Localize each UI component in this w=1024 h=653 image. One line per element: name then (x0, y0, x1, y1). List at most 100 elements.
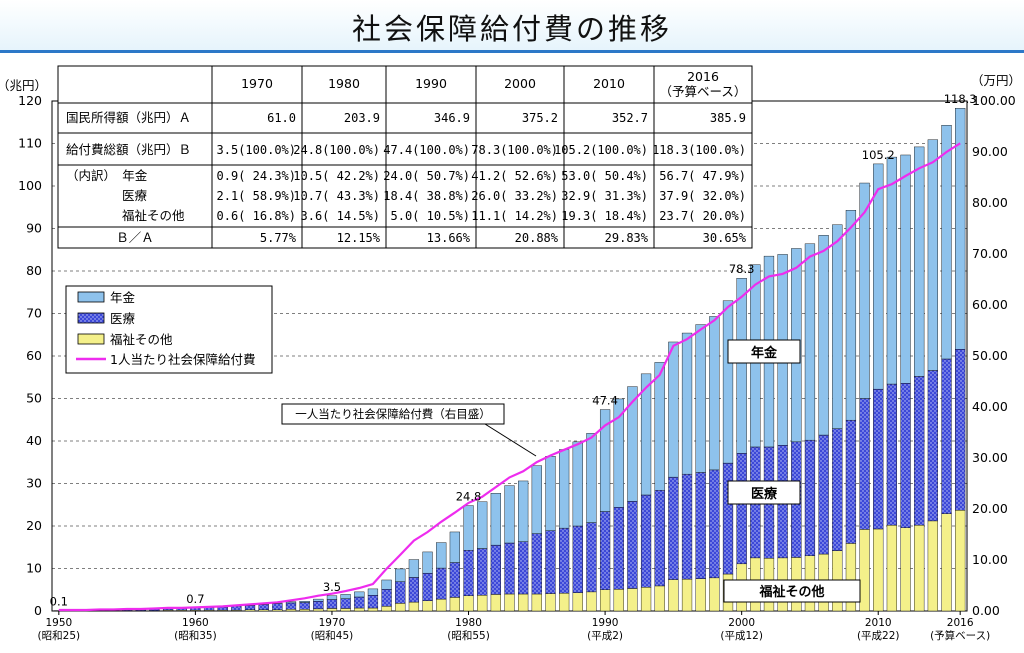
table-row-label: 医療 (122, 188, 148, 203)
bar-welfare (381, 606, 392, 612)
bar-welfare (572, 592, 583, 612)
bar-pension (900, 154, 911, 384)
bar-welfare (955, 510, 966, 612)
bar-pension (955, 108, 966, 350)
bar-medical (859, 398, 870, 530)
x-tick-sublabel: (昭和55) (447, 630, 490, 642)
x-axis-ticks: 1950(昭和25) 1960(昭和35) 1970(昭和45) 1980(昭和55)… (38, 611, 990, 642)
bar-welfare (326, 608, 338, 612)
table-cell: 5.0( 10.5%) (391, 209, 470, 223)
table-cell: 3.5(100.0%) (217, 143, 296, 157)
bar-welfare (545, 593, 556, 612)
bar-pension (818, 235, 829, 436)
table-row-label: Ｂ／Ａ (116, 230, 154, 245)
bar-medical (722, 462, 734, 575)
bar-welfare (340, 608, 351, 612)
bar-medical (914, 376, 925, 526)
bar-medical (640, 494, 652, 588)
bar-pension (586, 433, 597, 523)
bar-medical (559, 527, 570, 594)
bar-pension (873, 163, 884, 390)
bar-pension (640, 373, 652, 496)
y-tick-label: 30 (26, 476, 42, 491)
table-header: 1990 (415, 76, 447, 91)
inner-label-box (723, 579, 861, 603)
callout-leader (484, 423, 537, 457)
table-row-label: 国民所得額（兆円）Ａ (66, 110, 191, 125)
bar-pension (449, 531, 460, 563)
total-value-label: 24.8 (456, 490, 482, 504)
bar-pension (886, 156, 898, 385)
bar-medical (845, 419, 857, 544)
total-value-label: 0.7 (186, 592, 204, 606)
bar-pension (927, 139, 938, 371)
bar-medical (531, 533, 542, 595)
bar-pension (463, 505, 474, 551)
x-tick-label: 1970 (319, 617, 346, 629)
bar-welfare (927, 520, 938, 612)
bar-pension (340, 594, 351, 599)
y-tick-label: 80 (26, 263, 42, 278)
bar-medical (340, 598, 351, 609)
bar-welfare (436, 598, 447, 612)
bar-medical (818, 434, 829, 555)
bar-medical (408, 577, 420, 603)
legend-label-welfare: 福祉その他 (110, 332, 173, 347)
bar-welfare (886, 524, 898, 612)
x-tick-label: 1950 (45, 617, 72, 629)
x-tick-sublabel: (平成12) (720, 630, 763, 642)
bar-welfare (531, 593, 542, 612)
y2-tick-label: 80.00 (972, 195, 1008, 210)
y-tick-label: 90 (26, 221, 42, 236)
inner-label-medical: 医療 (751, 486, 778, 502)
table-cell: 12.15% (337, 231, 381, 245)
y-tick-label: 100 (18, 178, 42, 193)
table-cell: 24.8(100.0%) (293, 143, 380, 157)
bar-pension (859, 182, 870, 399)
table-cell: 375.2 (522, 111, 558, 125)
bar-medical (272, 603, 283, 610)
bar-medical (313, 601, 324, 610)
bar-welfare (463, 595, 474, 612)
bar-medical (613, 507, 624, 590)
table-cell: 3.6( 14.5%) (301, 209, 380, 223)
bar-medical (681, 473, 693, 580)
table-cell: 53.0( 50.4%) (561, 169, 648, 183)
bar-pension (395, 568, 406, 582)
table-frame (57, 65, 753, 249)
bar-pension (381, 579, 392, 590)
x-tick-sublabel: (昭和45) (311, 630, 354, 642)
bar-medical (285, 602, 297, 610)
bar-pension (627, 386, 638, 502)
callout: 一人当たり社会保障給付費（右目盛） (281, 403, 537, 457)
bar-welfare (654, 585, 665, 612)
bar-medical (627, 501, 638, 589)
table-cell: 118.3(100.0%) (652, 143, 746, 157)
y2-tick-label: 10.00 (972, 552, 1008, 567)
y-tick-label: 110 (18, 136, 42, 151)
bar-medical (886, 383, 898, 526)
table-cell: 30.65% (703, 231, 747, 245)
bar-welfare (285, 609, 297, 612)
bar-pension (804, 243, 816, 441)
bar-pension (545, 456, 556, 531)
table-cell: 18.4( 38.8%) (383, 189, 470, 203)
bar-pension (559, 449, 570, 529)
table-cell: 105.2(100.0%) (554, 143, 648, 157)
x-tick-label: 1990 (592, 617, 619, 629)
table-cell: 352.7 (612, 111, 648, 125)
bar-welfare (518, 593, 529, 612)
table-cell: 23.7( 20.0%) (659, 209, 746, 223)
bar-medical (258, 604, 269, 610)
bar-welfare (313, 608, 324, 612)
y-tick-label: 10 (26, 561, 42, 576)
legend: 年金 医療 福祉その他 1人当たり社会保障給付費 (65, 285, 273, 374)
x-tick-label: 2016 (947, 617, 974, 629)
bar-medical (231, 606, 242, 611)
bar-welfare (354, 607, 365, 612)
total-value-label: 47.4 (592, 394, 618, 408)
bar-welfare (395, 603, 406, 612)
bar-welfare (408, 601, 420, 612)
legend-label-medical: 医療 (110, 311, 136, 326)
bar-medical (449, 562, 460, 598)
